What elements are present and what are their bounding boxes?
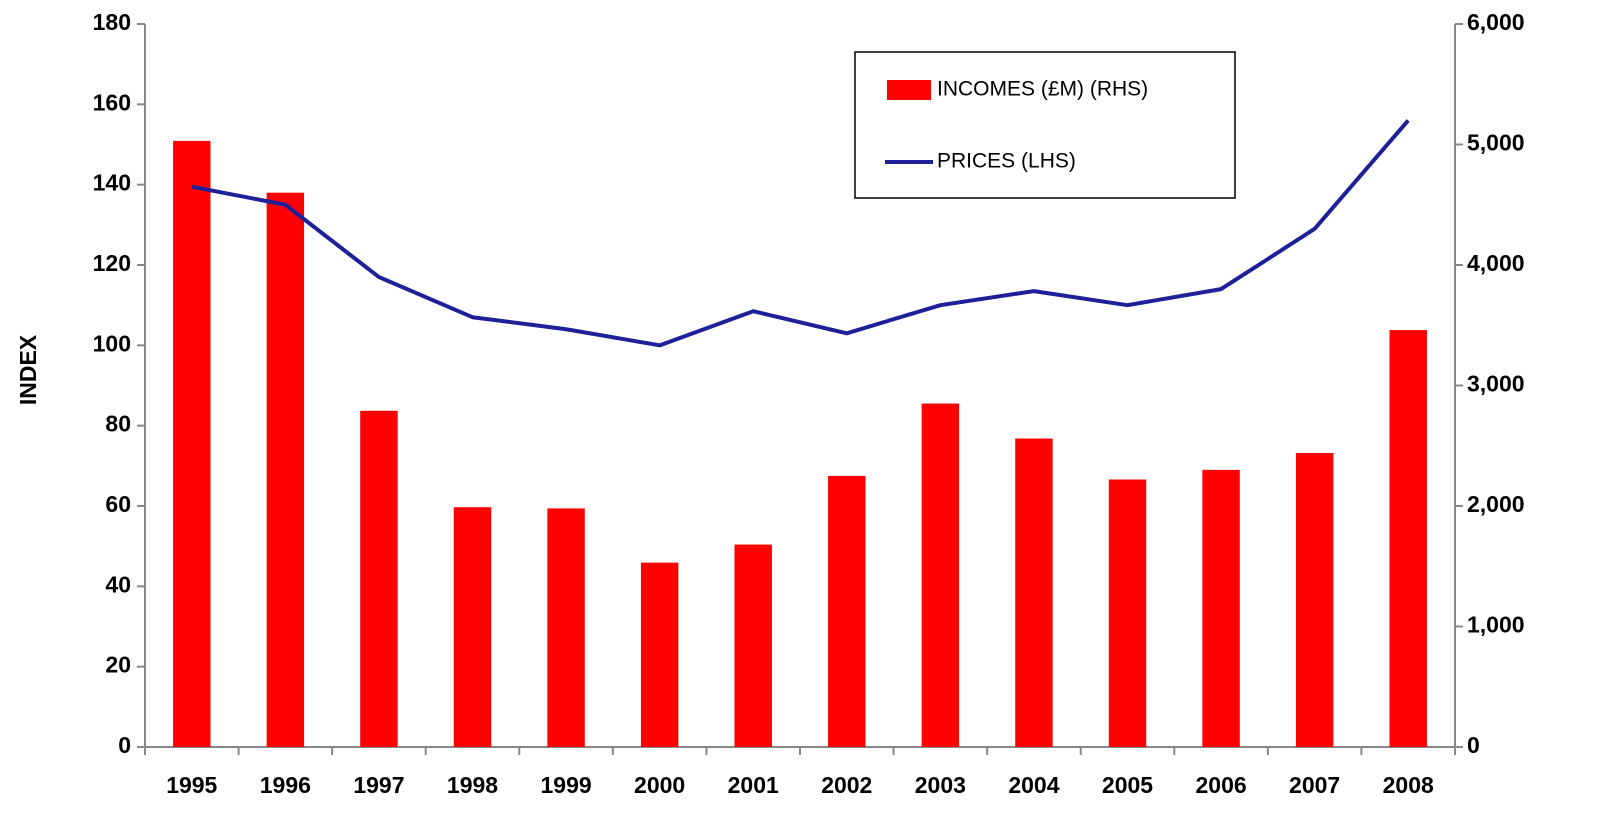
x-tick-label: 1999	[540, 772, 591, 798]
bar	[360, 410, 398, 747]
y-tick-label: 140	[93, 170, 131, 196]
y-tick-label: 20	[105, 652, 131, 678]
legend-label: PRICES (LHS)	[937, 150, 1076, 173]
y-tick-label: 120	[93, 250, 131, 276]
bar	[828, 475, 866, 747]
x-tick-label: 1996	[260, 772, 311, 798]
x-tick-label: 2008	[1383, 772, 1434, 798]
y-tick-label: 80	[105, 411, 131, 437]
x-tick-label: 1997	[353, 772, 404, 798]
x-tick-label: 2007	[1289, 772, 1340, 798]
x-tick-label: 2006	[1195, 772, 1246, 798]
y-tick-label: 180	[93, 9, 131, 35]
bar	[1389, 330, 1427, 747]
y2-tick-label: 3,000	[1467, 371, 1525, 397]
x-tick-label: 2005	[1102, 772, 1153, 798]
x-tick-label: 2001	[728, 772, 779, 798]
x-tick-label: 2003	[915, 772, 966, 798]
y-tick-label: 160	[93, 89, 131, 115]
bar	[1015, 438, 1053, 747]
x-tick-label: 2000	[634, 772, 685, 798]
y2-tick-label: 2,000	[1467, 491, 1525, 517]
y2-tick-label: 4,000	[1467, 250, 1525, 276]
y-tick-label: 60	[105, 491, 131, 517]
bar	[266, 192, 305, 747]
bar	[640, 562, 679, 747]
bar	[1202, 469, 1240, 747]
x-tick-label: 1998	[447, 772, 498, 798]
legend-swatch	[887, 80, 931, 100]
legend-box	[854, 51, 1236, 199]
line	[191, 119, 1410, 348]
bar	[734, 544, 772, 747]
x-tick-label: 2004	[1008, 772, 1059, 798]
x-tick-label: 2002	[821, 772, 872, 798]
bar	[1108, 479, 1147, 747]
y-tick-label: 40	[105, 571, 131, 597]
y2-tick-label: 0	[1467, 732, 1480, 758]
bar	[453, 507, 492, 747]
legend-label: INCOMES (£M) (RHS)	[937, 78, 1148, 101]
bar	[173, 140, 211, 747]
bar	[1295, 452, 1334, 747]
bar	[547, 508, 585, 747]
y2-tick-label: 5,000	[1467, 130, 1525, 156]
y2-tick-label: 1,000	[1467, 612, 1525, 638]
y-tick-label: 0	[118, 732, 131, 758]
y2-tick-label: 6,000	[1467, 9, 1525, 35]
x-tick-label: 1995	[166, 772, 217, 798]
bar	[921, 403, 960, 747]
y-tick-label: 100	[93, 330, 131, 356]
y-axis-label: INDEX	[15, 334, 41, 405]
